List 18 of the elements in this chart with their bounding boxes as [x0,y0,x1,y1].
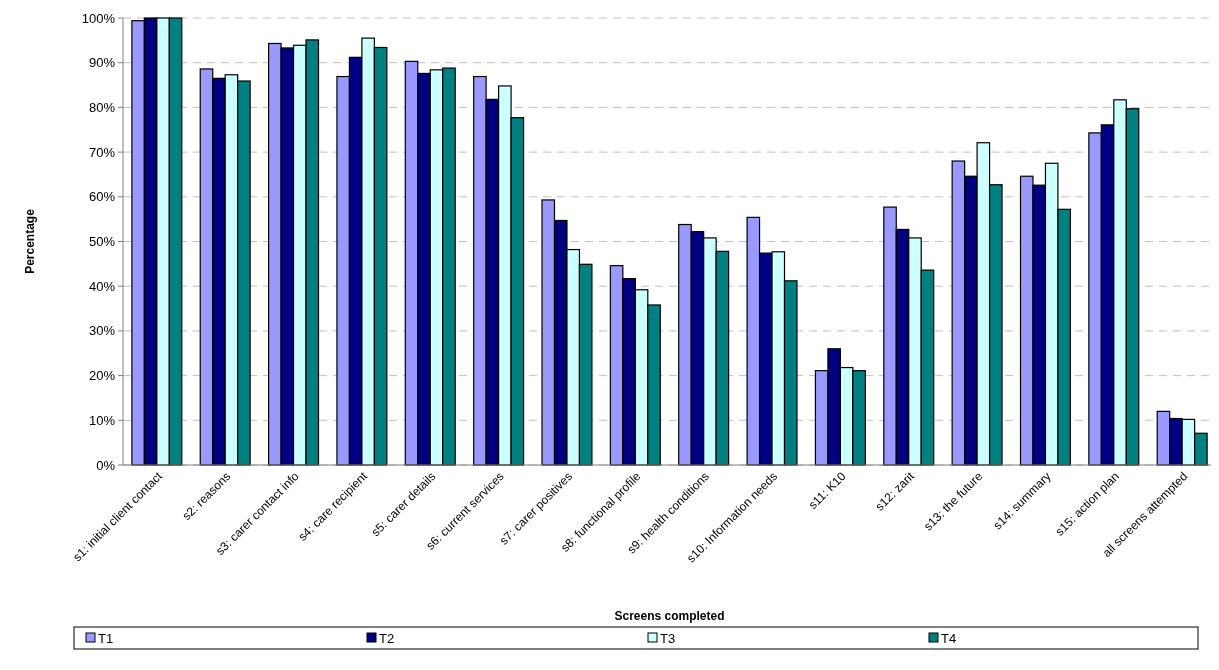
y-tick-label: 50% [88,234,116,250]
legend-label: T1 [98,630,114,646]
y-tick-label: 80% [88,99,116,115]
y-tick-label: 100% [81,10,116,26]
y-tick-label: 20% [88,368,116,384]
y-tick-label: 70% [88,144,116,160]
x-tick-label: s11: K10 [805,469,849,512]
y-tick-label: 60% [88,189,116,205]
x-axis-title: Screens completed [614,609,725,623]
legend-label: T3 [660,630,676,646]
y-tick-label: 90% [88,55,116,71]
legend-label: T2 [379,630,395,646]
y-tick-label: 0% [96,457,116,473]
y-axis-title: Percentage [23,208,37,274]
y-tick-label: 30% [88,323,116,339]
legend-label: T4 [941,630,957,646]
y-tick-label: 40% [88,278,116,294]
y-tick-label: 10% [88,412,116,428]
